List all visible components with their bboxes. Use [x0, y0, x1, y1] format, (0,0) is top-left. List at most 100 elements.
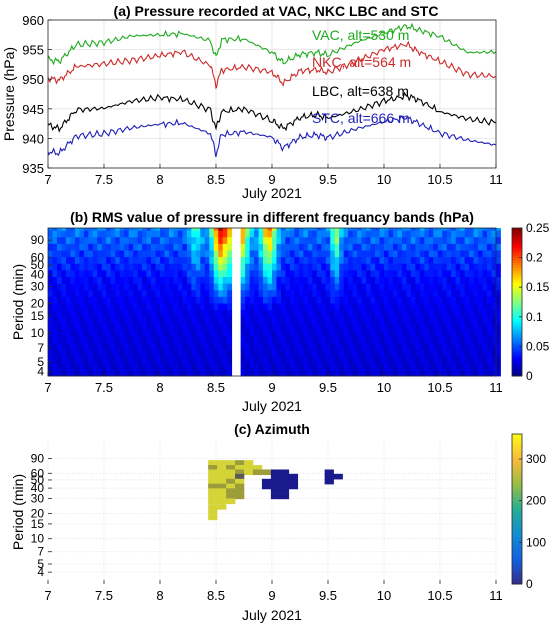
rms-cell-96-19 — [478, 243, 483, 251]
rms-cell-56-21 — [298, 230, 304, 238]
rms-cell-77-13 — [392, 283, 398, 291]
rms-cell-93-22 — [464, 228, 470, 231]
rms-cell-62-21 — [325, 230, 331, 238]
azimuth-cell-1 — [217, 460, 227, 466]
rms-cell-73-9 — [375, 309, 380, 317]
rms-cell-17-1 — [124, 362, 130, 370]
rms-cell-72-7 — [370, 322, 376, 331]
rms-cell-2-20 — [56, 236, 62, 244]
rms-cell-73-8 — [375, 316, 380, 324]
rms-cell-14-12 — [110, 289, 116, 297]
rms-cell-73-18 — [375, 250, 380, 258]
rms-cell-22-3 — [146, 349, 152, 357]
rms-cell-72-13 — [370, 283, 376, 291]
rms-cell-3-22 — [61, 228, 67, 231]
rms-cell-8-8 — [83, 316, 89, 324]
rms-cell-22-9 — [146, 309, 152, 317]
rms-cell-43-21 — [240, 230, 246, 238]
rms-cell-15-12 — [115, 289, 121, 297]
rms-cell-56-8 — [298, 316, 304, 324]
rms-cell-82-16 — [415, 263, 421, 271]
rms-cell-91-2 — [455, 356, 461, 364]
rms-cell-49-3 — [267, 349, 273, 357]
rms-cell-51-18 — [276, 250, 282, 258]
rms-cell-82-10 — [415, 303, 421, 311]
rms-cell-39-20 — [222, 236, 228, 244]
rms-cell-21-3 — [142, 349, 147, 357]
rms-cell-98-18 — [487, 250, 492, 258]
rms-cell-83-20 — [419, 236, 425, 244]
panel-b-colorbar-swatch-29 — [512, 302, 522, 305]
rms-cell-10-10 — [92, 303, 98, 311]
rms-cell-31-13 — [186, 283, 192, 291]
rms-cell-46-6 — [254, 329, 259, 337]
rms-cell-39-19 — [222, 243, 228, 251]
rms-cell-70-21 — [361, 230, 367, 238]
rms-cell-73-10 — [375, 303, 380, 311]
rms-cell-45-21 — [249, 230, 255, 238]
rms-cell-17-20 — [124, 236, 130, 244]
rms-cell-40-5 — [227, 336, 233, 344]
rms-cell-73-16 — [375, 263, 380, 271]
rms-cell-50-13 — [272, 283, 277, 291]
rms-cell-94-5 — [469, 336, 474, 344]
rms-cell-7-19 — [79, 243, 85, 251]
azimuth-cell-36 — [226, 493, 236, 500]
rms-cell-94-4 — [469, 342, 474, 350]
rms-cell-52-8 — [280, 316, 286, 324]
rms-cell-100-16 — [496, 263, 501, 271]
rms-cell-26-4 — [164, 342, 170, 350]
rms-cell-99-3 — [491, 349, 497, 357]
rms-cell-95-4 — [473, 342, 479, 350]
rms-cell-33-21 — [195, 230, 201, 238]
rms-cell-14-17 — [110, 256, 116, 264]
rms-cell-33-22 — [195, 228, 201, 231]
rms-cell-78-2 — [397, 356, 403, 364]
rms-cell-2-18 — [56, 250, 62, 258]
rms-cell-16-6 — [119, 329, 125, 337]
rms-cell-51-17 — [276, 256, 282, 264]
rms-cell-38-20 — [218, 236, 224, 244]
panel-c-colorbar-swatch-16 — [512, 541, 522, 545]
rms-cell-13-0 — [106, 369, 112, 377]
rms-cell-19-11 — [133, 296, 138, 304]
rms-cell-54-15 — [289, 269, 295, 277]
rms-cell-23-19 — [151, 243, 156, 251]
rms-cell-58-4 — [307, 342, 313, 350]
rms-cell-65-21 — [339, 230, 345, 238]
panel-c-colorbar-tick-label-1: 100 — [526, 535, 546, 549]
rms-cell-92-14 — [460, 276, 466, 284]
rms-cell-60-10 — [316, 303, 322, 311]
rms-cell-62-8 — [325, 316, 331, 324]
rms-cell-94-16 — [469, 263, 474, 271]
rms-cell-26-9 — [164, 309, 170, 317]
rms-cell-11-9 — [97, 309, 103, 317]
rms-cell-0-18 — [48, 250, 53, 258]
rms-cell-86-0 — [433, 369, 439, 377]
panel-b-colorbar-swatch-8 — [512, 353, 522, 357]
rms-cell-50-20 — [272, 236, 277, 244]
rms-cell-17-11 — [124, 296, 130, 304]
rms-cell-30-14 — [182, 276, 188, 284]
rms-cell-84-10 — [424, 303, 430, 311]
rms-cell-24-11 — [155, 296, 161, 304]
azimuth-cell-2 — [226, 460, 236, 466]
rms-cell-62-6 — [325, 329, 331, 337]
rms-cell-81-5 — [410, 336, 416, 344]
rms-cell-80-13 — [406, 283, 412, 291]
azimuth-cell-16 — [252, 469, 263, 476]
rms-cell-17-5 — [124, 336, 130, 344]
rms-cell-23-17 — [151, 256, 156, 264]
rms-cell-81-9 — [410, 309, 416, 317]
rms-cell-34-0 — [200, 369, 206, 377]
rms-cell-32-16 — [191, 263, 197, 271]
rms-cell-60-3 — [316, 349, 322, 357]
rms-cell-52-13 — [280, 283, 286, 291]
rms-cell-57-3 — [303, 349, 309, 357]
rms-cell-44-13 — [245, 283, 250, 291]
rms-cell-71-3 — [366, 349, 371, 357]
series-line-1 — [47, 40, 497, 90]
rms-cell-55-16 — [294, 263, 300, 271]
panel-b-colorbar-swatch-54 — [512, 240, 522, 244]
